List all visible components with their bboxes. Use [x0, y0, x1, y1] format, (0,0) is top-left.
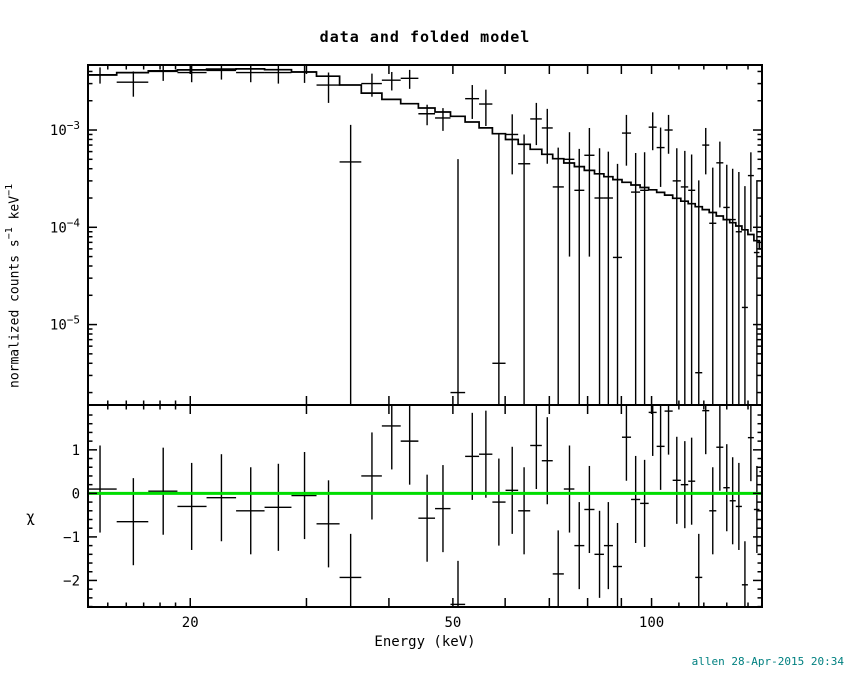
svg-text:100: 100	[639, 615, 664, 631]
x-axis-label-energy: Energy (keV)	[374, 634, 476, 650]
svg-text:−2: −2	[63, 573, 80, 589]
timestamp-label: allen 28-Apr-2015 20:34	[691, 655, 844, 668]
residual-points	[88, 405, 763, 607]
x-axis-ticks: 20 50 100	[107, 65, 749, 631]
svg-text:50: 50	[444, 615, 461, 631]
svg-text:20: 20	[182, 615, 199, 631]
counts-axis-ticks: 10−3 10−4 10−5	[50, 70, 762, 394]
chi-axis-ticks: 1 0 −1 −2	[63, 414, 762, 608]
svg-text:10−4: 10−4	[50, 216, 80, 236]
svg-text:1: 1	[72, 443, 80, 459]
svg-text:10−5: 10−5	[50, 314, 80, 334]
plot-title: data and folded model	[319, 28, 531, 46]
svg-text:−1: −1	[63, 530, 80, 546]
panel-frames	[87, 64, 763, 608]
spectrum-data-points	[88, 65, 763, 405]
y-axis-label-chi: χ	[26, 508, 36, 526]
y-axis-label-counts: normalized counts s−1 keV−1	[4, 183, 23, 388]
svg-text:10−3: 10−3	[50, 119, 80, 139]
svg-text:0: 0	[72, 486, 80, 502]
